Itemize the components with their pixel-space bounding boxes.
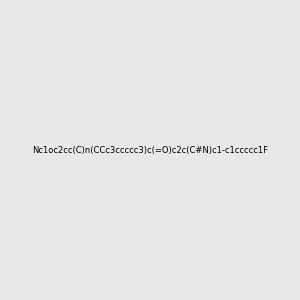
Text: Nc1oc2cc(C)n(CCc3ccccc3)c(=O)c2c(C#N)c1-c1ccccc1F: Nc1oc2cc(C)n(CCc3ccccc3)c(=O)c2c(C#N)c1-… — [32, 146, 268, 154]
